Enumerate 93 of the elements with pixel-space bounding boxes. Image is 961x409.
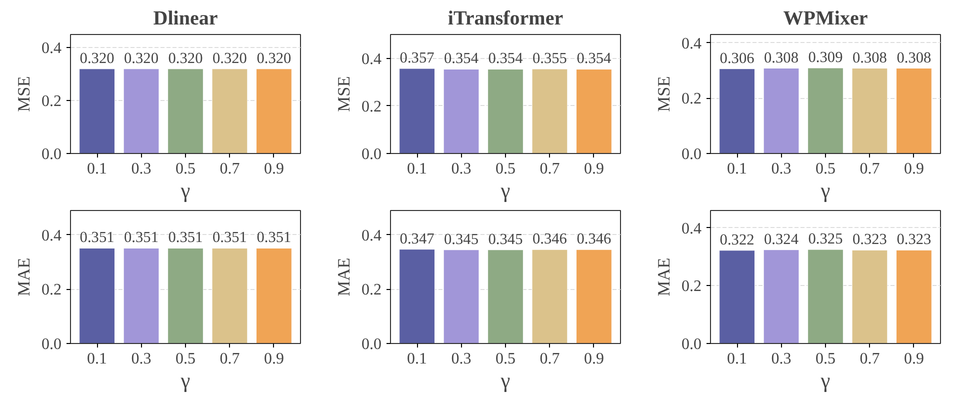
data-label: 0.320 bbox=[168, 50, 204, 67]
y-axis-title: MAE bbox=[334, 258, 354, 296]
data-label: 0.345 bbox=[444, 230, 479, 248]
data-label: 0.309 bbox=[808, 48, 844, 66]
x-tick-label: 0.9 bbox=[904, 160, 924, 178]
data-label: 0.357 bbox=[400, 50, 435, 67]
y-tick-label: 0.4 bbox=[42, 40, 62, 58]
y-tick-label: 0.2 bbox=[362, 98, 382, 116]
x-tick-label: 0.7 bbox=[860, 350, 880, 368]
data-label: 0.355 bbox=[532, 50, 568, 68]
data-label: 0.354 bbox=[576, 50, 612, 68]
x-tick-label: 0.3 bbox=[131, 350, 152, 368]
y-axis-title: MSE bbox=[334, 76, 354, 112]
data-label: 0.351 bbox=[80, 229, 114, 246]
data-label: 0.346 bbox=[532, 230, 568, 248]
x-tick-label: 0.7 bbox=[860, 160, 880, 178]
data-label: 0.325 bbox=[808, 230, 844, 248]
data-label: 0.320 bbox=[256, 50, 292, 67]
x-axis-title: γ bbox=[500, 178, 510, 202]
data-label: 0.308 bbox=[852, 49, 888, 66]
x-tick-label: 0.7 bbox=[220, 160, 240, 178]
data-label: 0.345 bbox=[488, 230, 524, 248]
x-tick-label: 0.7 bbox=[540, 160, 560, 178]
y-tick-label: 0.0 bbox=[42, 146, 62, 163]
data-label: 0.351 bbox=[168, 229, 203, 246]
x-tick-label: 0.1 bbox=[87, 160, 108, 178]
y-tick-label: 0.2 bbox=[42, 93, 62, 110]
y-tick-label: 0.4 bbox=[362, 227, 382, 244]
x-tick-label: 0.3 bbox=[451, 160, 472, 178]
x-tick-label: 0.3 bbox=[451, 350, 472, 368]
y-tick-label: 0.4 bbox=[682, 35, 702, 52]
y-axis-title: MSE bbox=[14, 76, 34, 112]
x-tick-label: 0.9 bbox=[584, 350, 604, 368]
data-label: 0.354 bbox=[488, 50, 524, 68]
x-tick-label: 0.1 bbox=[87, 350, 108, 368]
chart-title: iTransformer bbox=[448, 8, 564, 30]
x-axis-title: γ bbox=[820, 368, 830, 392]
x-tick-label: 0.5 bbox=[816, 160, 836, 178]
y-tick-label: 0.2 bbox=[362, 282, 382, 299]
x-tick-label: 0.5 bbox=[176, 350, 196, 368]
x-tick-label: 0.5 bbox=[816, 350, 836, 368]
y-tick-label: 0.0 bbox=[682, 336, 702, 353]
y-tick-label: 0.4 bbox=[362, 50, 382, 68]
x-axis-title: γ bbox=[180, 178, 190, 202]
data-label: 0.320 bbox=[124, 50, 159, 67]
y-axis-title: MAE bbox=[654, 258, 674, 296]
x-tick-label: 0.9 bbox=[264, 350, 284, 368]
y-tick-label: 0.4 bbox=[42, 227, 62, 244]
x-tick-label: 0.1 bbox=[727, 160, 748, 178]
data-label: 0.324 bbox=[764, 230, 799, 248]
data-label: 0.351 bbox=[256, 229, 292, 246]
y-tick-label: 0.2 bbox=[42, 282, 62, 299]
x-axis-title: γ bbox=[180, 368, 190, 392]
x-tick-label: 0.1 bbox=[727, 350, 748, 368]
data-label: 0.354 bbox=[444, 50, 479, 68]
chart-title: WPMixer bbox=[783, 8, 868, 30]
y-tick-label: 0.0 bbox=[362, 336, 382, 353]
x-tick-label: 0.5 bbox=[496, 160, 516, 178]
y-tick-label: 0.0 bbox=[362, 146, 382, 163]
data-label: 0.351 bbox=[124, 229, 159, 246]
x-axis-title: γ bbox=[820, 178, 830, 202]
data-label: 0.320 bbox=[212, 50, 248, 67]
x-tick-label: 0.5 bbox=[496, 350, 516, 368]
data-label: 0.322 bbox=[720, 231, 754, 248]
x-tick-label: 0.9 bbox=[264, 160, 284, 178]
x-tick-label: 0.3 bbox=[131, 160, 152, 178]
y-axis-title: MAE bbox=[14, 258, 34, 296]
x-axis-title: γ bbox=[500, 368, 510, 392]
data-label: 0.320 bbox=[80, 50, 115, 67]
data-label: 0.323 bbox=[896, 231, 932, 248]
y-tick-label: 0.4 bbox=[682, 220, 702, 238]
y-tick-label: 0.2 bbox=[682, 278, 702, 296]
data-label: 0.306 bbox=[720, 50, 755, 67]
data-label: 0.323 bbox=[852, 231, 888, 248]
y-tick-label: 0.2 bbox=[682, 90, 702, 108]
chart-title: Dlinear bbox=[153, 8, 218, 30]
x-tick-label: 0.7 bbox=[540, 350, 560, 368]
x-tick-label: 0.3 bbox=[771, 350, 792, 368]
data-label: 0.346 bbox=[576, 230, 612, 248]
y-tick-label: 0.0 bbox=[682, 146, 702, 163]
data-label: 0.347 bbox=[400, 230, 435, 248]
y-tick-label: 0.0 bbox=[42, 336, 62, 353]
data-label: 0.308 bbox=[896, 49, 932, 66]
data-label: 0.308 bbox=[764, 49, 799, 66]
x-tick-label: 0.1 bbox=[407, 160, 428, 178]
x-tick-label: 0.3 bbox=[771, 160, 792, 178]
data-label: 0.351 bbox=[212, 229, 247, 246]
x-tick-label: 0.9 bbox=[584, 160, 604, 178]
x-tick-label: 0.9 bbox=[904, 350, 924, 368]
x-tick-label: 0.5 bbox=[176, 160, 196, 178]
x-tick-label: 0.1 bbox=[407, 350, 428, 368]
x-tick-label: 0.7 bbox=[220, 350, 240, 368]
y-axis-title: MSE bbox=[654, 76, 674, 112]
